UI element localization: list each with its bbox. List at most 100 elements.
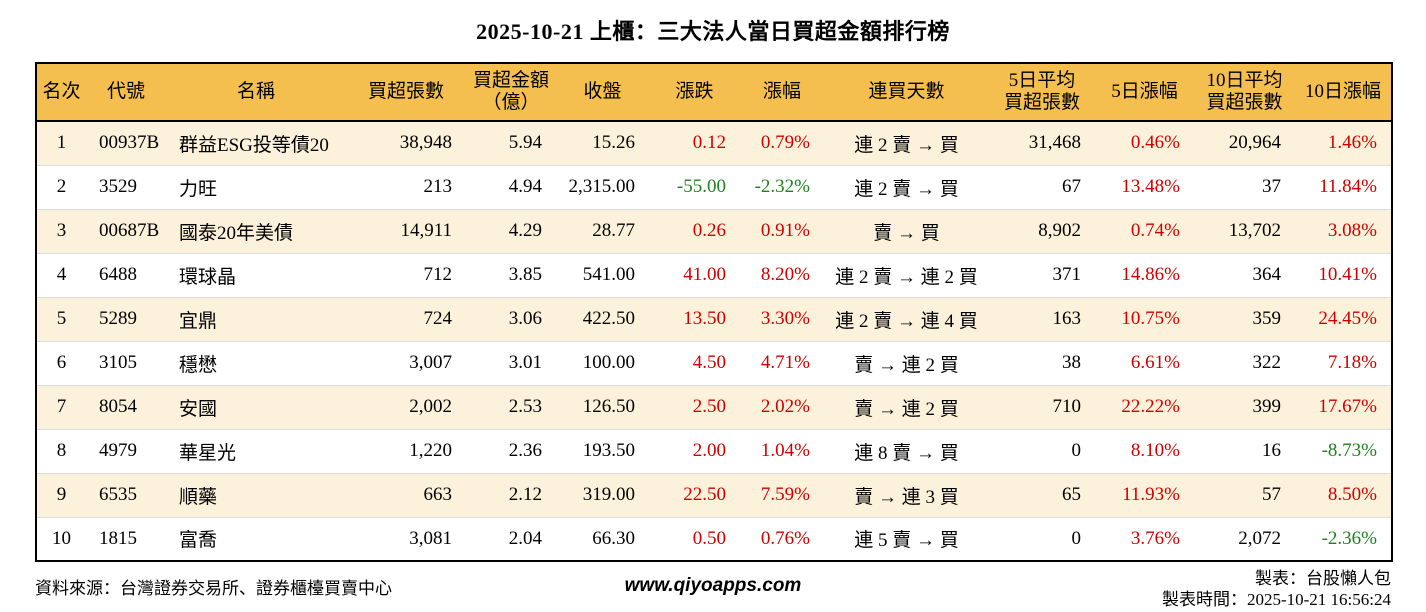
cell-change: 2.50 <box>649 384 740 429</box>
cell-close: 193.50 <box>556 428 649 473</box>
table-row: 2 3529 力旺 213 4.94 2,315.00 -55.00 -2.32% 連 2 賣 … <box>36 164 1392 209</box>
cell-avg5_volume: 67 <box>989 164 1095 209</box>
cell-streak: 連 8 賣 → 買 <box>824 428 989 473</box>
cell-change: 0.26 <box>649 208 740 253</box>
cell-avg5_volume: 0 <box>989 516 1095 561</box>
cell-streak: 連 2 賣 → 連 2 買 <box>824 252 989 297</box>
cell-name: 國泰20年美債 <box>166 208 346 253</box>
cell-rank: 4 <box>36 252 86 297</box>
cell-name: 穩懋 <box>166 340 346 385</box>
column-header-avg10_volume: 10日平均 買超張數 <box>1206 70 1283 113</box>
cell-chg5_pct: 10.75% <box>1095 296 1194 341</box>
cell-change_pct: 4.71% <box>740 340 824 385</box>
cell-chg5_pct: 0.74% <box>1095 208 1194 253</box>
cell-net_buy_volume: 663 <box>346 472 466 517</box>
cell-rank: 8 <box>36 428 86 473</box>
cell-avg10_volume: 2,072 <box>1194 516 1295 561</box>
cell-net_buy_volume: 2,002 <box>346 384 466 429</box>
cell-avg10_volume: 359 <box>1194 296 1295 341</box>
cell-name: 環球晶 <box>166 252 346 297</box>
cell-streak: 賣 → 連 3 買 <box>824 472 989 517</box>
cell-avg5_volume: 371 <box>989 252 1095 297</box>
column-header-streak: 連買天數 <box>868 81 945 103</box>
made-time-note: 製表時間：2025-10-21 16:56:24 <box>1161 590 1391 609</box>
cell-avg5_volume: 0 <box>989 428 1095 473</box>
table-row: 10 1815 富喬 3,081 2.04 66.30 0.50 0.76% 連 5 賣 → 買… <box>36 516 1392 561</box>
cell-chg5_pct: 13.48% <box>1095 164 1194 209</box>
cell-net_buy_volume: 38,948 <box>399 132 452 154</box>
cell-avg5_volume: 710 <box>989 384 1095 429</box>
header-row: 名次 代號 名稱 買超張數 買超金額 （億） 收盤 漲跌 漲幅 連買天數 5日平均 買超張數 5日漲… <box>36 63 1392 121</box>
cell-code: 6488 <box>86 252 166 297</box>
cell-code: 4979 <box>86 428 166 473</box>
cell-name: 宜鼎 <box>166 296 346 341</box>
cell-rank: 1 <box>56 132 67 154</box>
cell-code: 00687B <box>86 208 166 253</box>
table-row: 5 5289 宜鼎 724 3.06 422.50 13.50 3.30% 連 2 賣 → 連 … <box>36 296 1392 341</box>
maker-note: 製表：台股懶人包 <box>1255 569 1391 588</box>
cell-name: 順藥 <box>166 472 346 517</box>
cell-chg5_pct: 11.93% <box>1095 472 1194 517</box>
column-header-change_pct: 漲幅 <box>762 81 801 103</box>
cell-net_buy_volume: 1,220 <box>346 428 466 473</box>
cell-net_buy_amount: 2.12 <box>466 472 556 517</box>
cell-chg10_pct: 1.46% <box>1327 132 1377 154</box>
cell-net_buy_amount: 5.94 <box>508 132 542 154</box>
column-header-chg10_pct: 10日漲幅 <box>1304 81 1381 103</box>
cell-change_pct: 0.79% <box>760 132 810 154</box>
cell-name: 力旺 <box>166 164 346 209</box>
cell-avg10_volume: 364 <box>1194 252 1295 297</box>
cell-chg5_pct: 14.86% <box>1095 252 1194 297</box>
table-row: 1 00937B 群益ESG投等債20 38,948 5.94 15.26 0.12 0.79… <box>36 121 1392 165</box>
column-header-change: 漲跌 <box>675 81 714 103</box>
cell-rank: 10 <box>36 516 86 561</box>
cell-close: 2,315.00 <box>556 164 649 209</box>
cell-streak: 賣 → 買 <box>824 208 989 253</box>
cell-close: 66.30 <box>556 516 649 561</box>
cell-change: 13.50 <box>649 296 740 341</box>
cell-chg5_pct: 6.61% <box>1095 340 1194 385</box>
footer: 資料來源：台灣證券交易所、證券櫃檯買賣中心 www.qiyoapps.com 製… <box>0 568 1426 612</box>
cell-chg10_pct: 24.45% <box>1295 296 1392 341</box>
column-header-chg5_pct: 5日漲幅 <box>1111 81 1178 103</box>
table-header: 名次 代號 名稱 買超張數 買超金額 （億） 收盤 漲跌 漲幅 連買天數 5日平均 買超張數 5日漲… <box>36 63 1392 121</box>
cell-change_pct: 8.20% <box>740 252 824 297</box>
column-header-net_buy_amount: 買超金額 （億） <box>472 70 549 113</box>
cell-net_buy_volume: 213 <box>346 164 466 209</box>
data-source-note: 資料來源：台灣證券交易所、證券櫃檯買賣中心 <box>35 579 392 598</box>
cell-net_buy_volume: 14,911 <box>346 208 466 253</box>
cell-chg10_pct: 11.84% <box>1295 164 1392 209</box>
cell-avg10_volume: 322 <box>1194 340 1295 385</box>
cell-avg5_volume: 38 <box>989 340 1095 385</box>
column-header-avg5_volume: 5日平均 買超張數 <box>1003 70 1080 113</box>
cell-code: 00937B <box>99 132 160 154</box>
cell-rank: 6 <box>36 340 86 385</box>
cell-avg10_volume: 20,964 <box>1228 132 1281 154</box>
cell-avg5_volume: 31,468 <box>1028 132 1081 154</box>
cell-net_buy_amount: 4.94 <box>466 164 556 209</box>
cell-net_buy_amount: 2.36 <box>466 428 556 473</box>
cell-close: 319.00 <box>556 472 649 517</box>
table-row: 3 00687B 國泰20年美債 14,911 4.29 28.77 0.26 0.91% 賣 … <box>36 208 1392 253</box>
cell-streak: 賣 → 連 2 買 <box>824 384 989 429</box>
cell-code: 6535 <box>86 472 166 517</box>
cell-streak: 連 2 賣 → 買 <box>824 164 989 209</box>
table-row: 7 8054 安國 2,002 2.53 126.50 2.50 2.02% 賣 → 連 2 買… <box>36 384 1392 429</box>
cell-net_buy_amount: 4.29 <box>466 208 556 253</box>
cell-chg5_pct: 22.22% <box>1095 384 1194 429</box>
cell-avg5_volume: 163 <box>989 296 1095 341</box>
cell-chg10_pct: 10.41% <box>1295 252 1392 297</box>
cell-code: 3529 <box>86 164 166 209</box>
cell-close: 15.26 <box>592 132 635 154</box>
column-header-rank: 名次 <box>42 81 81 103</box>
cell-change_pct: 2.02% <box>740 384 824 429</box>
cell-streak: 連 2 賣 → 買 <box>854 134 959 156</box>
cell-code: 8054 <box>86 384 166 429</box>
cell-avg10_volume: 399 <box>1194 384 1295 429</box>
cell-change: 4.50 <box>649 340 740 385</box>
cell-change: 0.12 <box>692 132 726 154</box>
table-row: 6 3105 穩懋 3,007 3.01 100.00 4.50 4.71% 賣 → 連 2 買… <box>36 340 1392 385</box>
column-header-name: 名稱 <box>236 81 275 103</box>
cell-change_pct: 1.04% <box>740 428 824 473</box>
column-header-net_buy_volume: 買超張數 <box>367 81 444 103</box>
